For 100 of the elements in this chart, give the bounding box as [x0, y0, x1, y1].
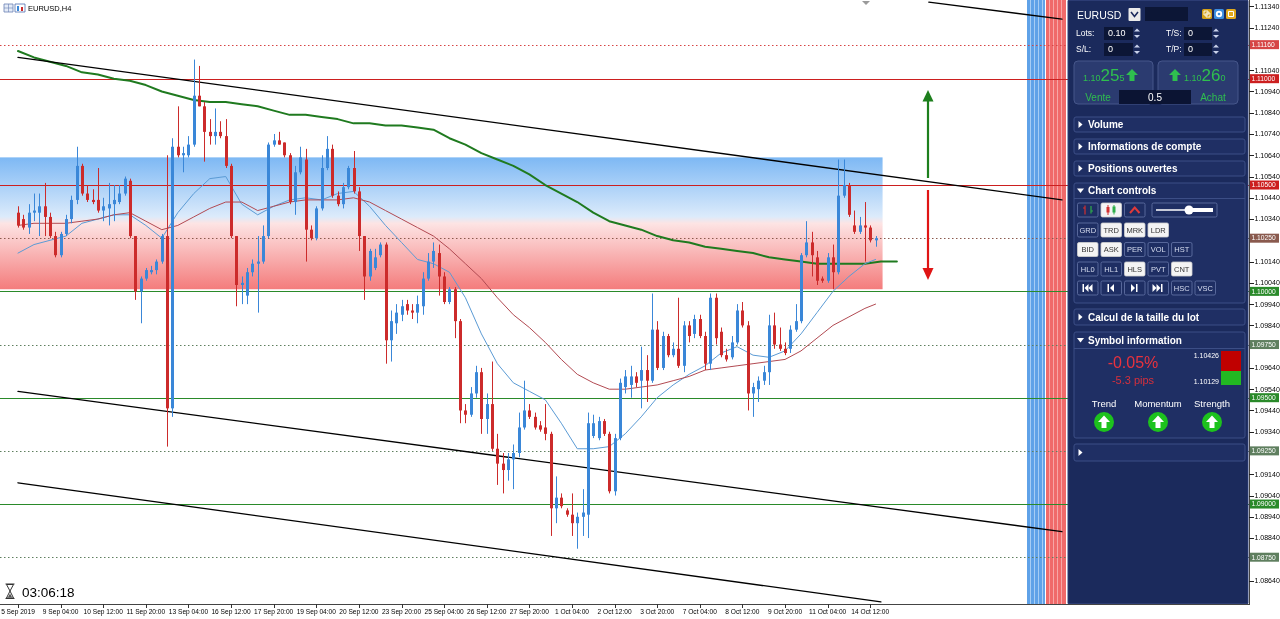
candlestick [757, 375, 760, 403]
annotation: S/L: [1076, 44, 1092, 55]
candlestick [326, 135, 329, 171]
candlestick [843, 159, 846, 199]
candlestick [827, 252, 830, 284]
annotation: Chart controls [1088, 185, 1157, 197]
candlestick [49, 212, 52, 239]
candlestick [624, 369, 627, 394]
candlestick [496, 433, 499, 486]
annotation: 0 [1188, 28, 1194, 39]
candlestick [38, 193, 41, 237]
annotation: Lots: [1076, 28, 1095, 39]
candlestick [395, 303, 398, 335]
candlestick [763, 365, 766, 386]
candlestick [699, 314, 702, 339]
candlestick [65, 214, 68, 237]
candlestick [214, 107, 217, 146]
annotation: Momentum [1134, 398, 1182, 410]
candlestick [816, 250, 819, 286]
candlestick [512, 443, 515, 490]
candlestick [108, 182, 111, 226]
candlestick [630, 365, 633, 399]
candlestick [438, 244, 441, 297]
candlestick [416, 295, 419, 324]
candlestick [54, 231, 57, 258]
annotation: 0.10 [1108, 28, 1126, 39]
annotation: Calcul de la taille du lot [1088, 311, 1200, 323]
candlestick [347, 165, 350, 190]
candlestick [688, 320, 691, 343]
candlestick [28, 203, 31, 235]
candlestick [864, 201, 867, 263]
candlestick [805, 220, 808, 258]
candlestick [177, 105, 180, 158]
candlestick [299, 146, 302, 175]
candlestick [582, 488, 585, 537]
annotation: Strength [1194, 398, 1230, 410]
annotation: T/S: [1166, 28, 1182, 39]
candlestick [60, 231, 63, 258]
candlestick [741, 301, 744, 329]
candlestick [113, 184, 116, 222]
candlestick [486, 392, 489, 435]
candlestick [555, 475, 558, 524]
annotation: 1.10255 [1083, 66, 1125, 85]
candlestick [832, 244, 835, 290]
candlestick [427, 252, 430, 282]
candlestick [667, 333, 670, 358]
annotation: Symbol information [1088, 334, 1182, 346]
candlestick [598, 416, 601, 441]
annotation: Trend [1091, 398, 1117, 410]
annotation: 1.10260 [1184, 66, 1226, 85]
candlestick [390, 310, 393, 363]
candlestick [342, 182, 345, 209]
annotation: -5.3 pips [1111, 374, 1155, 386]
candlestick [523, 380, 526, 431]
candlestick [789, 324, 792, 354]
annotation: 03:06:18 [22, 585, 75, 600]
annotation: Positions ouvertes [1088, 163, 1178, 175]
candlestick [374, 248, 377, 271]
candlestick [571, 492, 574, 537]
candlestick [241, 275, 244, 305]
candlestick [70, 195, 73, 224]
candlestick [140, 275, 143, 324]
annotation: -0.05% [1107, 353, 1159, 371]
candlestick [246, 267, 249, 305]
annotation: Achat [1200, 92, 1226, 104]
annotation: T/P: [1166, 44, 1182, 55]
candlestick [576, 512, 579, 550]
annotation: 0 [1188, 44, 1194, 55]
annotation: 0.5 [1148, 92, 1163, 104]
candlestick [432, 241, 435, 269]
candlestick [118, 184, 121, 205]
candlestick [507, 452, 510, 482]
candlestick [779, 327, 782, 352]
candlestick [124, 176, 127, 197]
candlestick [401, 299, 404, 322]
candlestick [475, 365, 478, 399]
candlestick [17, 205, 20, 229]
candlestick [33, 193, 36, 222]
candlestick [592, 414, 595, 439]
annotation: Informations de compte [1088, 141, 1202, 153]
candlestick [731, 335, 734, 360]
candlestick [677, 297, 680, 369]
candlestick [544, 403, 547, 441]
candlestick [720, 327, 723, 358]
candlestick [182, 146, 185, 173]
candlestick [646, 354, 649, 403]
candlestick [752, 382, 755, 418]
candlestick [640, 346, 643, 409]
candlestick [187, 135, 190, 158]
candlestick [693, 314, 696, 339]
candlestick [795, 303, 798, 333]
candlestick [102, 197, 105, 222]
candlestick [853, 210, 856, 235]
annotation: 0 [1108, 44, 1114, 55]
candlestick [811, 231, 814, 277]
annotation: Vente [1085, 92, 1112, 104]
candlestick [464, 403, 467, 424]
candlestick [470, 386, 473, 418]
annotation: EURUSD [1077, 8, 1122, 21]
candlestick [257, 235, 260, 314]
